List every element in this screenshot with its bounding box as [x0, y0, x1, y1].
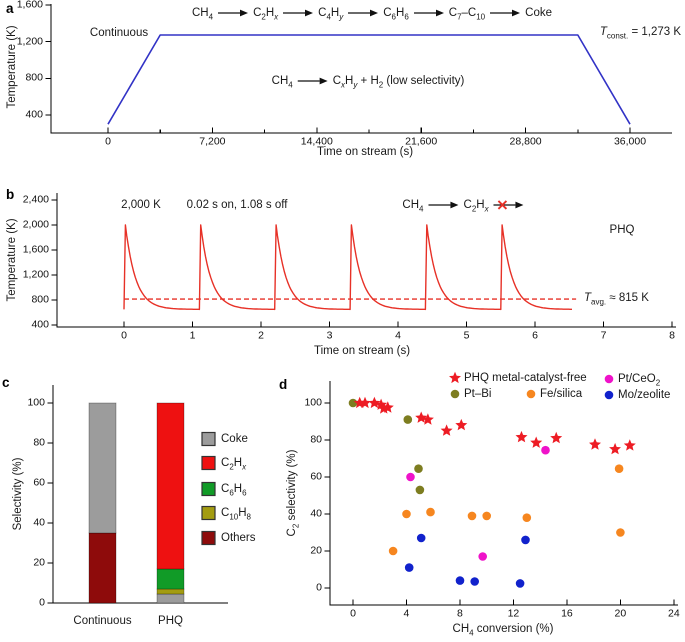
data-point-Fe/silica [522, 513, 532, 522]
data-point-PHQ metal-catalyst-free [455, 418, 468, 431]
data-point-PHQ metal-catalyst-free [550, 431, 563, 444]
data-point-Mo/zeolite [404, 563, 414, 572]
data-point-PHQ metal-catalyst-free [415, 411, 428, 423]
data-point-Mo/zeolite [455, 576, 465, 585]
data-point-Fe/silica [616, 528, 625, 537]
data-point-PHQ metal-catalyst-free [623, 439, 636, 451]
panel-c-bar-segment-C2Hx [156, 402, 185, 570]
panel-a-temperature-line [107, 34, 631, 125]
data-point-PHQ metal-catalyst-free [609, 442, 621, 455]
panel-a-letter: a [6, 1, 14, 16]
panel-c-legend-swatch-Others [201, 530, 216, 546]
data-point-Fe/silica [402, 509, 411, 519]
panel-c-legend-swatch-C2Hx [201, 455, 216, 471]
data-point-PHQ metal-catalyst-free [359, 396, 371, 409]
panel-c-bar-segment-Others [88, 532, 117, 604]
panel-c-bar-segment-Coke [88, 402, 117, 534]
data-point-Pt/CeO2 [478, 552, 488, 561]
legend-marker-Mo/zeolite [604, 390, 614, 400]
panel-c-legend-swatch-Coke [201, 431, 216, 447]
legend-marker-PHQ metal-catalyst-free [449, 371, 461, 384]
panel-a-axes [50, 4, 672, 134]
data-point-Mo/zeolite [416, 533, 426, 543]
panel-b-letter: b [6, 187, 15, 202]
legend-marker-Pt/CeO2 [604, 374, 614, 384]
data-point-Fe/silica [388, 546, 398, 556]
panel-b-axes [56, 193, 676, 328]
data-point-PHQ metal-catalyst-free [421, 413, 434, 425]
panel-d-letter: d [279, 377, 288, 392]
data-point-Fe/silica [614, 464, 624, 474]
data-point-Mo/zeolite [521, 535, 530, 545]
data-point-Mo/zeolite [515, 579, 525, 588]
panel-c-bar-segment-C10H8 [156, 588, 185, 595]
data-point-Mo/zeolite [470, 577, 480, 586]
panel-c-legend-swatch-C6H6 [201, 481, 216, 497]
legend-marker-Pt-Bi [450, 389, 460, 399]
panel-b-pulse-line [123, 224, 572, 311]
data-point-Fe/silica [426, 507, 435, 517]
data-point-Fe/silica [467, 511, 477, 521]
data-point-Pt/CeO2 [406, 472, 415, 482]
data-point-Pt-Bi [348, 398, 358, 408]
data-point-Fe/silica [482, 511, 492, 521]
panel-c-legend-swatch-C10H8 [201, 505, 216, 521]
data-point-PHQ metal-catalyst-free [530, 436, 543, 448]
data-point-PHQ metal-catalyst-free [515, 430, 528, 443]
data-point-Pt-Bi [403, 415, 413, 424]
legend-marker-Fe/silica [526, 389, 536, 399]
data-point-Pt-Bi [415, 485, 425, 495]
data-point-PHQ metal-catalyst-free [368, 396, 381, 409]
panel-c-letter: c [2, 375, 10, 390]
data-point-PHQ metal-catalyst-free [589, 438, 601, 450]
panel-c-bar-segment-Coke [156, 593, 185, 604]
data-point-Pt-Bi [414, 464, 423, 474]
data-point-Pt/CeO2 [541, 445, 550, 455]
panel-c-bar-segment-C6H6 [156, 568, 185, 590]
data-point-PHQ metal-catalyst-free [381, 401, 394, 413]
panel-d-axes [329, 381, 678, 606]
data-point-PHQ metal-catalyst-free [440, 424, 453, 436]
